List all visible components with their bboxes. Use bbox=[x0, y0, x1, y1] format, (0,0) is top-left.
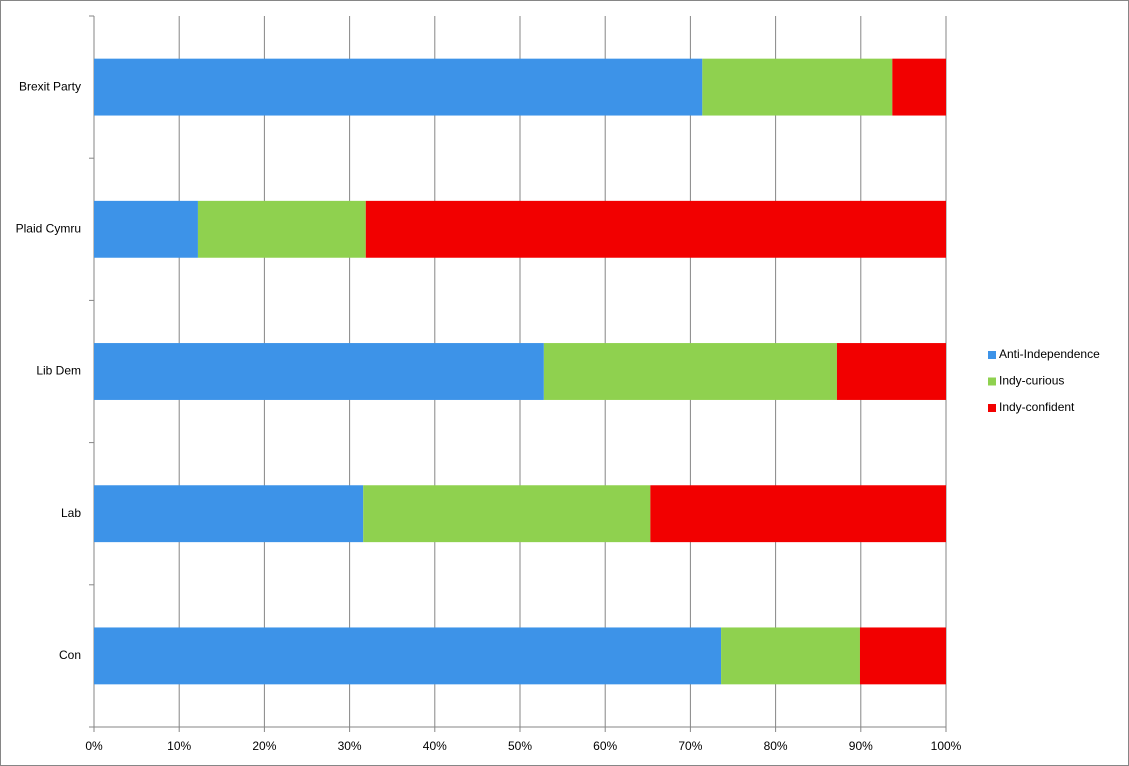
y-tick-label: Lab bbox=[61, 506, 81, 520]
bar-segment bbox=[650, 485, 946, 543]
bar-segment bbox=[859, 627, 946, 685]
bar-segment bbox=[543, 343, 837, 400]
x-tick-label: 90% bbox=[849, 739, 873, 753]
bar-segment bbox=[892, 58, 946, 116]
y-tick-label: Con bbox=[59, 648, 81, 662]
legend-swatch bbox=[988, 351, 996, 359]
legend-swatch bbox=[988, 377, 996, 386]
x-tick-label: 100% bbox=[931, 739, 962, 753]
bar-segment bbox=[197, 200, 366, 258]
bar-segment bbox=[94, 343, 544, 400]
bar-segment bbox=[702, 58, 893, 116]
x-tick-label: 70% bbox=[678, 739, 702, 753]
legend-label: Anti-Independence bbox=[999, 347, 1100, 361]
bar-segment bbox=[94, 627, 722, 685]
legend-label: Indy-confident bbox=[999, 400, 1075, 414]
y-tick-label: Brexit Party bbox=[19, 79, 81, 93]
y-tick-label: Plaid Cymru bbox=[16, 221, 81, 235]
bar-segment bbox=[94, 485, 364, 543]
x-tick-label: 40% bbox=[423, 739, 447, 753]
x-tick-label: 60% bbox=[593, 739, 617, 753]
bar-segment bbox=[363, 485, 651, 543]
y-tick-label: Lib Dem bbox=[36, 364, 81, 378]
bar-segment bbox=[94, 58, 703, 116]
legend-label: Indy-curious bbox=[999, 374, 1064, 388]
bar-segment bbox=[836, 343, 946, 400]
x-tick-label: 30% bbox=[338, 739, 362, 753]
bar-segment bbox=[365, 200, 947, 258]
legend-swatch bbox=[988, 404, 996, 412]
x-tick-label: 80% bbox=[764, 739, 788, 753]
bar-segment bbox=[721, 627, 860, 685]
x-tick-label: 10% bbox=[167, 739, 191, 753]
bar-segment bbox=[94, 200, 198, 258]
x-tick-label: 0% bbox=[85, 739, 103, 753]
x-tick-label: 50% bbox=[508, 739, 532, 753]
x-tick-label: 20% bbox=[252, 739, 276, 753]
